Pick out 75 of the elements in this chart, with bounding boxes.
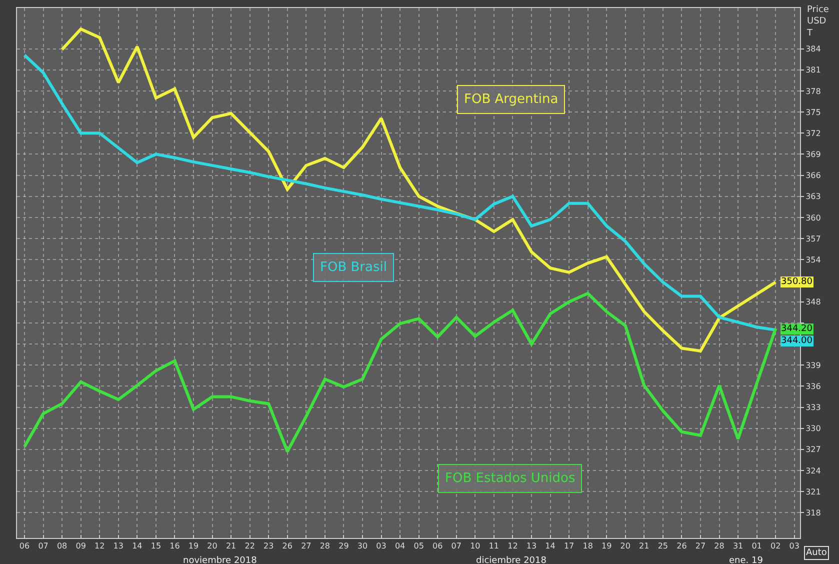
text: FOB Estados Unidos bbox=[445, 471, 576, 486]
y-tick-label: 330 bbox=[806, 424, 821, 434]
y-tick-label: 318 bbox=[806, 508, 821, 518]
text: FOB Argentina bbox=[464, 92, 558, 107]
y-tick-label: 321 bbox=[806, 487, 821, 496]
data-label: 350.80 bbox=[781, 277, 813, 287]
x-tick-label: 12 bbox=[94, 542, 105, 551]
y-tick-label: 360 bbox=[806, 213, 821, 222]
x-tick-label: 31 bbox=[732, 542, 744, 551]
y-tick-label: 354 bbox=[806, 255, 821, 264]
x-tick-label: 09 bbox=[76, 542, 86, 551]
text: Auto bbox=[806, 548, 828, 558]
x-tick-label: 04 bbox=[394, 542, 406, 551]
text: ene. 19 bbox=[729, 556, 764, 564]
x-tick-label: 13 bbox=[526, 542, 537, 551]
x-tick-label: 15 bbox=[150, 542, 162, 551]
x-tick-label: 19 bbox=[602, 542, 612, 551]
x-tick-label: 03 bbox=[376, 542, 386, 551]
x-tick-label: 30 bbox=[357, 542, 368, 551]
y-tick-label: 333 bbox=[806, 403, 821, 412]
y-tick-label: 378 bbox=[806, 86, 821, 96]
x-tick-label: 10 bbox=[470, 542, 480, 551]
x-tick-label: 17 bbox=[564, 542, 574, 551]
y-tick-label: 381 bbox=[806, 66, 821, 75]
x-tick-label: 03 bbox=[789, 542, 800, 551]
y-tick-label: 336 bbox=[806, 382, 821, 391]
x-tick-label: 21 bbox=[639, 542, 650, 551]
y-tick-label: 372 bbox=[806, 128, 821, 138]
x-tick-label: 26 bbox=[676, 542, 687, 551]
y-tick-label: 339 bbox=[806, 360, 821, 370]
x-tick-label: 05 bbox=[414, 542, 424, 551]
x-tick-label: 07 bbox=[451, 542, 462, 551]
x-tick-label: 22 bbox=[244, 542, 255, 551]
x-tick-label: 07 bbox=[38, 542, 48, 551]
x-tick-label: 18 bbox=[582, 542, 593, 551]
x-tick-label: 13 bbox=[113, 542, 124, 551]
x-tick-label: 20 bbox=[207, 542, 218, 551]
x-tick-label: 27 bbox=[695, 542, 706, 551]
x-tick-label: 06 bbox=[432, 542, 443, 551]
x-tick-label: 16 bbox=[170, 542, 180, 551]
x-tick-label: 08 bbox=[56, 542, 68, 551]
y-tick-label: 369 bbox=[806, 150, 821, 160]
text: diciembre 2018 bbox=[476, 556, 547, 564]
text: noviembre 2018 bbox=[183, 556, 258, 564]
y-tick-label: 324 bbox=[806, 466, 821, 476]
x-tick-label: 26 bbox=[282, 542, 292, 551]
line-series bbox=[23, 292, 778, 454]
x-tick-label: 02 bbox=[770, 542, 781, 551]
text: FOB Brasil bbox=[320, 260, 387, 275]
x-tick-label: 11 bbox=[488, 542, 500, 551]
x-tick-label: 06 bbox=[19, 542, 30, 551]
x-tick-label: 25 bbox=[658, 542, 668, 551]
x-tick-label: 28 bbox=[714, 542, 724, 551]
y-tick-label: 375 bbox=[806, 108, 821, 117]
line-series bbox=[60, 28, 778, 353]
x-tick-label: 14 bbox=[545, 542, 556, 551]
y-tick-label: 366 bbox=[806, 171, 821, 180]
x-tick-label: 28 bbox=[320, 542, 330, 551]
y-tick-label: 327 bbox=[806, 445, 821, 454]
data-label: 344.00 bbox=[781, 336, 813, 346]
x-tick-label: 23 bbox=[264, 542, 274, 551]
y-axis-title: Price USD T bbox=[806, 5, 830, 38]
y-tick-label: 363 bbox=[806, 192, 821, 202]
y-tick-label: 384 bbox=[806, 44, 821, 54]
y-tick-label: 357 bbox=[806, 234, 821, 244]
x-tick-label: 20 bbox=[620, 542, 630, 551]
y-tick-label: 348 bbox=[806, 298, 821, 307]
x-tick-label: 19 bbox=[188, 542, 199, 551]
data-label: 344.20 bbox=[781, 324, 813, 334]
x-tick-label: 14 bbox=[132, 542, 142, 551]
x-tick-label: 12 bbox=[508, 542, 518, 551]
x-tick-label: 29 bbox=[338, 542, 349, 551]
x-tick-label: 21 bbox=[226, 542, 236, 551]
x-tick-label: 27 bbox=[301, 542, 312, 551]
x-tick-label: 01 bbox=[752, 542, 762, 551]
